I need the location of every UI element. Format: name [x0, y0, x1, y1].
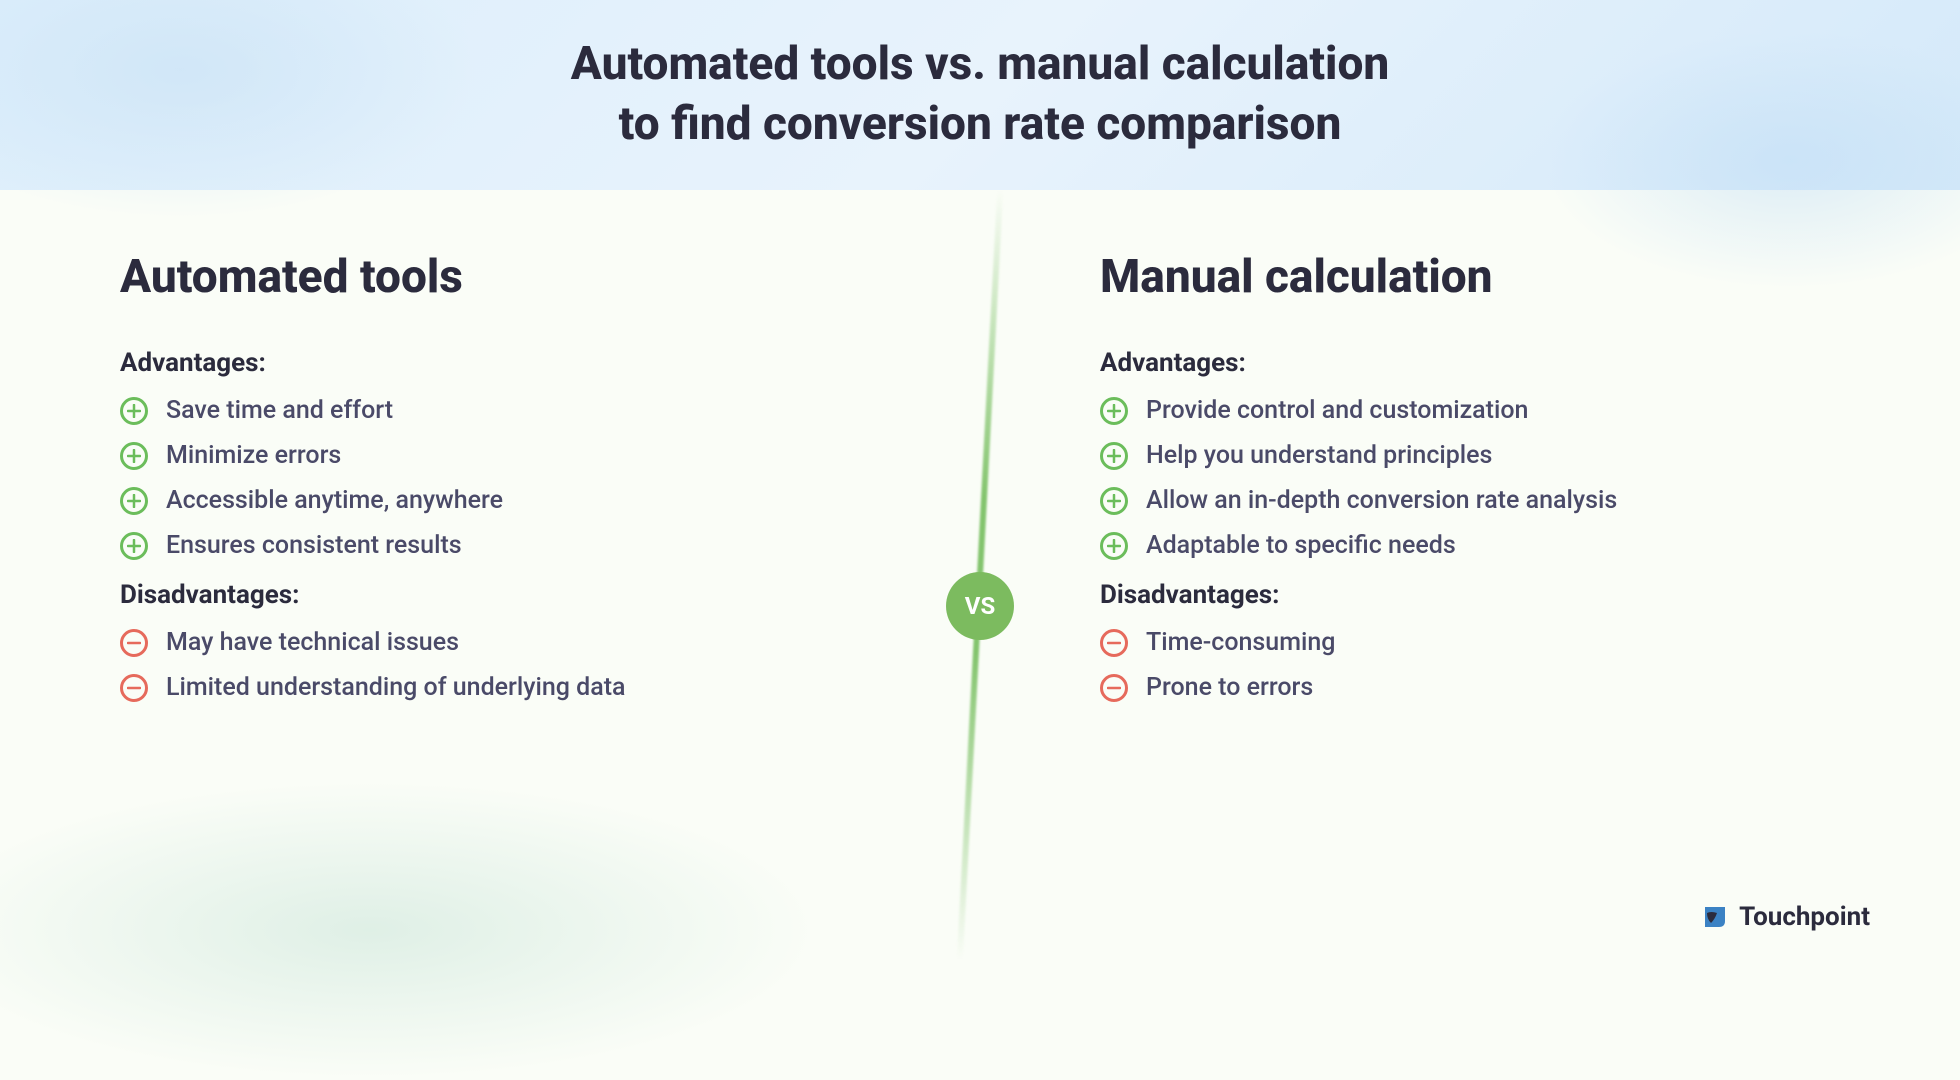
- list-item: Save time and effort: [120, 396, 860, 425]
- page-title: Automated tools vs. manual calculation t…: [571, 35, 1390, 155]
- automated-disadvantages-label: Disadvantages:: [120, 580, 860, 610]
- disadvantage-text: Limited understanding of underlying data: [166, 673, 626, 702]
- disadvantage-text: May have technical issues: [166, 628, 459, 657]
- vs-badge: VS: [946, 572, 1014, 640]
- column-automated-tools: Automated tools Advantages: Save time an…: [0, 190, 980, 960]
- plus-icon: [120, 442, 148, 470]
- plus-icon: [120, 397, 148, 425]
- header-band: Automated tools vs. manual calculation t…: [0, 0, 1960, 190]
- list-item: Help you understand principles: [1100, 441, 1840, 470]
- disadvantage-text: Prone to errors: [1146, 673, 1313, 702]
- advantage-text: Save time and effort: [166, 396, 393, 425]
- advantage-text: Help you understand principles: [1146, 441, 1492, 470]
- vs-label: VS: [965, 592, 995, 620]
- column-manual-calculation: Manual calculation Advantages: Provide c…: [980, 190, 1960, 960]
- touchpoint-icon: [1701, 903, 1729, 931]
- minus-icon: [120, 674, 148, 702]
- brand-name: Touchpoint: [1739, 902, 1870, 932]
- list-item: Adaptable to specific needs: [1100, 531, 1840, 560]
- advantage-text: Ensures consistent results: [166, 531, 462, 560]
- plus-icon: [120, 532, 148, 560]
- plus-icon: [1100, 397, 1128, 425]
- manual-heading: Manual calculation: [1100, 250, 1840, 304]
- list-item: May have technical issues: [120, 628, 860, 657]
- list-item: Accessible anytime, anywhere: [120, 486, 860, 515]
- plus-icon: [120, 487, 148, 515]
- advantage-text: Adaptable to specific needs: [1146, 531, 1456, 560]
- list-item: Allow an in-depth conversion rate analys…: [1100, 486, 1840, 515]
- minus-icon: [120, 629, 148, 657]
- advantage-text: Provide control and customization: [1146, 396, 1528, 425]
- manual-disadvantages-label: Disadvantages:: [1100, 580, 1840, 610]
- plus-icon: [1100, 442, 1128, 470]
- disadvantage-text: Time-consuming: [1146, 628, 1335, 657]
- automated-heading: Automated tools: [120, 250, 860, 304]
- manual-advantages-label: Advantages:: [1100, 348, 1840, 378]
- automated-advantages-label: Advantages:: [120, 348, 860, 378]
- plus-icon: [1100, 532, 1128, 560]
- brand-logo: Touchpoint: [1701, 902, 1870, 932]
- list-item: Ensures consistent results: [120, 531, 860, 560]
- content-area: Automated tools Advantages: Save time an…: [0, 190, 1960, 960]
- plus-icon: [1100, 487, 1128, 515]
- minus-icon: [1100, 674, 1128, 702]
- title-line-1: Automated tools vs. manual calculation: [571, 37, 1390, 91]
- advantage-text: Minimize errors: [166, 441, 341, 470]
- list-item: Provide control and customization: [1100, 396, 1840, 425]
- advantage-text: Allow an in-depth conversion rate analys…: [1146, 486, 1617, 515]
- list-item: Limited understanding of underlying data: [120, 673, 860, 702]
- list-item: Time-consuming: [1100, 628, 1840, 657]
- list-item: Prone to errors: [1100, 673, 1840, 702]
- minus-icon: [1100, 629, 1128, 657]
- list-item: Minimize errors: [120, 441, 860, 470]
- advantage-text: Accessible anytime, anywhere: [166, 486, 503, 515]
- title-line-2: to find conversion rate comparison: [619, 97, 1342, 151]
